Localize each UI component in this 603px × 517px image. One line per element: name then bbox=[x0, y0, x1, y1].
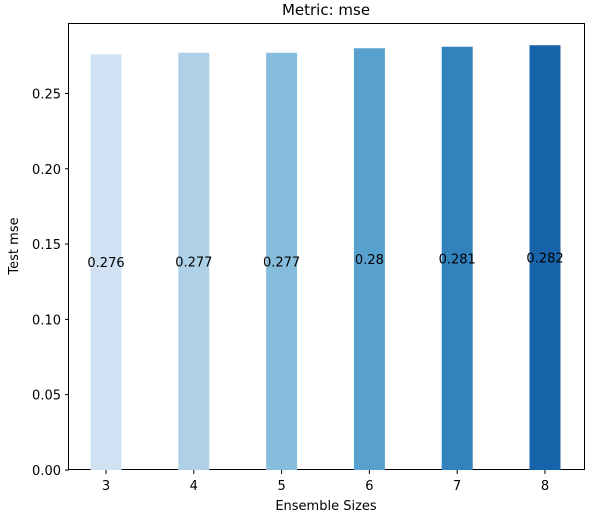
y-tick-label-0.25: 0.25 bbox=[32, 87, 61, 102]
chart-title: Metric: mse bbox=[282, 1, 370, 19]
data-label-3: 0.276 bbox=[87, 256, 124, 271]
x-tick-label-4: 4 bbox=[190, 479, 198, 494]
y-tick-label-0.15: 0.15 bbox=[32, 238, 61, 253]
y-tick-label-0.10: 0.10 bbox=[32, 313, 61, 328]
bars-group bbox=[90, 45, 561, 471]
x-tick-label-8: 8 bbox=[541, 479, 549, 494]
x-tick-label-7: 7 bbox=[453, 479, 461, 494]
y-axis-label: Test mse bbox=[7, 217, 22, 275]
bar-7 bbox=[441, 46, 473, 470]
data-label-6: 0.28 bbox=[355, 253, 384, 268]
y-tick-label-0.00: 0.00 bbox=[32, 464, 61, 479]
x-axis-label: Ensemble Sizes bbox=[275, 499, 377, 514]
data-label-7: 0.281 bbox=[439, 252, 476, 267]
x-axis: 3 4 5 6 7 8 bbox=[102, 470, 549, 494]
bar-4 bbox=[178, 52, 210, 470]
bar-6 bbox=[353, 48, 385, 471]
data-labels-group: 0.276 0.277 0.277 0.28 0.281 0.282 bbox=[87, 252, 563, 272]
data-label-8: 0.282 bbox=[526, 252, 563, 267]
x-tick-label-3: 3 bbox=[102, 479, 110, 494]
y-tick-label-0.20: 0.20 bbox=[32, 163, 61, 178]
x-tick-label-5: 5 bbox=[277, 479, 285, 494]
bar-5 bbox=[266, 52, 298, 470]
y-axis: 0.00 0.05 0.10 0.15 0.20 0.25 bbox=[32, 87, 69, 479]
bar-3 bbox=[90, 54, 122, 471]
plot-frame bbox=[68, 23, 585, 470]
x-tick-label-6: 6 bbox=[365, 479, 373, 494]
data-label-4: 0.277 bbox=[175, 255, 212, 270]
y-tick-label-0.05: 0.05 bbox=[32, 389, 61, 404]
bar-8 bbox=[529, 45, 561, 470]
data-label-5: 0.277 bbox=[263, 255, 300, 270]
